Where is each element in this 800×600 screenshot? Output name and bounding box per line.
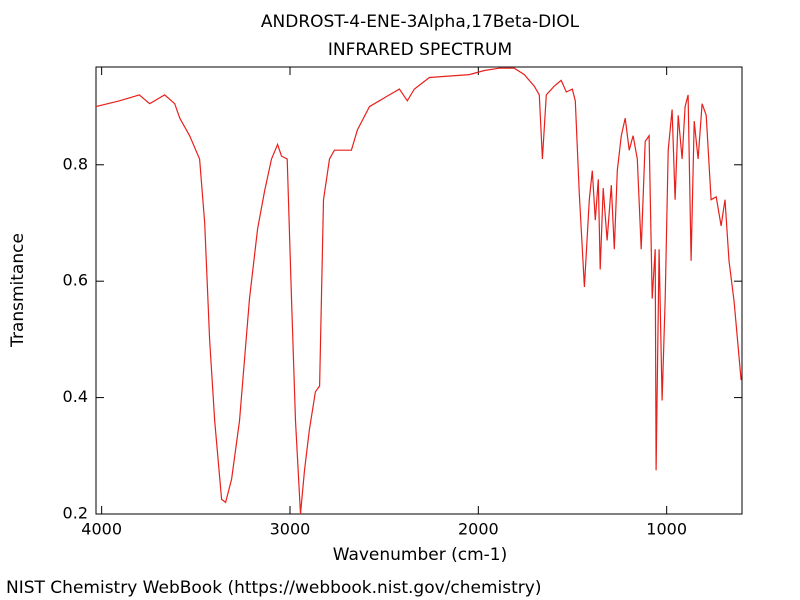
x-tick-label: 2000	[458, 520, 499, 539]
chart-subtitle: INFRARED SPECTRUM	[328, 40, 512, 60]
y-tick-label: 0.4	[63, 387, 88, 406]
x-tick-label: 1000	[646, 520, 687, 539]
chart-title: ANDROST-4-ENE-3Alpha,17Beta-DIOL	[261, 12, 580, 32]
x-tick-label: 4000	[81, 520, 122, 539]
y-axis-label: Transmitance	[8, 233, 28, 348]
footer: NIST Chemistry WebBook (https://webbook.…	[6, 578, 541, 598]
x-axis-label: Wavenumber (cm-1)	[333, 545, 508, 565]
x-tick-label: 3000	[270, 520, 311, 539]
y-tick-label: 0.2	[63, 504, 88, 523]
plot-frame	[95, 66, 743, 515]
y-tick-label: 0.8	[63, 154, 88, 173]
y-tick-label: 0.6	[63, 271, 88, 290]
spectrum-line	[95, 67, 742, 515]
